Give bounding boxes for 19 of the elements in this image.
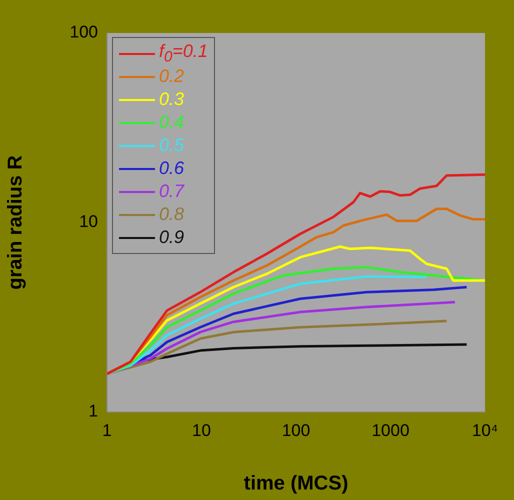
y-tick-label: 1 xyxy=(88,402,98,421)
legend-label: 0.3 xyxy=(159,89,184,110)
legend-label: f$_{0}$=0.1 xyxy=(159,41,208,66)
x-tick-label: 10 xyxy=(192,420,211,440)
y-axis-title: grain radius R xyxy=(4,154,27,290)
y-tick-label: 10 xyxy=(79,212,98,232)
legend-label: 0.6 xyxy=(159,158,184,179)
legend-label: 0.8 xyxy=(159,204,184,225)
legend-label: 0.5 xyxy=(159,135,184,156)
x-tick-label: 100 xyxy=(282,420,310,440)
x-axis-title: time (MCS) xyxy=(244,472,348,495)
legend-label: 0.4 xyxy=(159,112,184,133)
x-tick-label: 10⁴ xyxy=(472,420,498,440)
legend-label: 0.7 xyxy=(159,181,184,202)
x-tick-label: 1000 xyxy=(372,420,410,440)
y-tick-label: 100 xyxy=(70,22,98,42)
legend-label: 0.9 xyxy=(159,227,184,248)
legend-label: 0.2 xyxy=(159,66,184,87)
x-tick-label: 1 xyxy=(102,420,112,440)
